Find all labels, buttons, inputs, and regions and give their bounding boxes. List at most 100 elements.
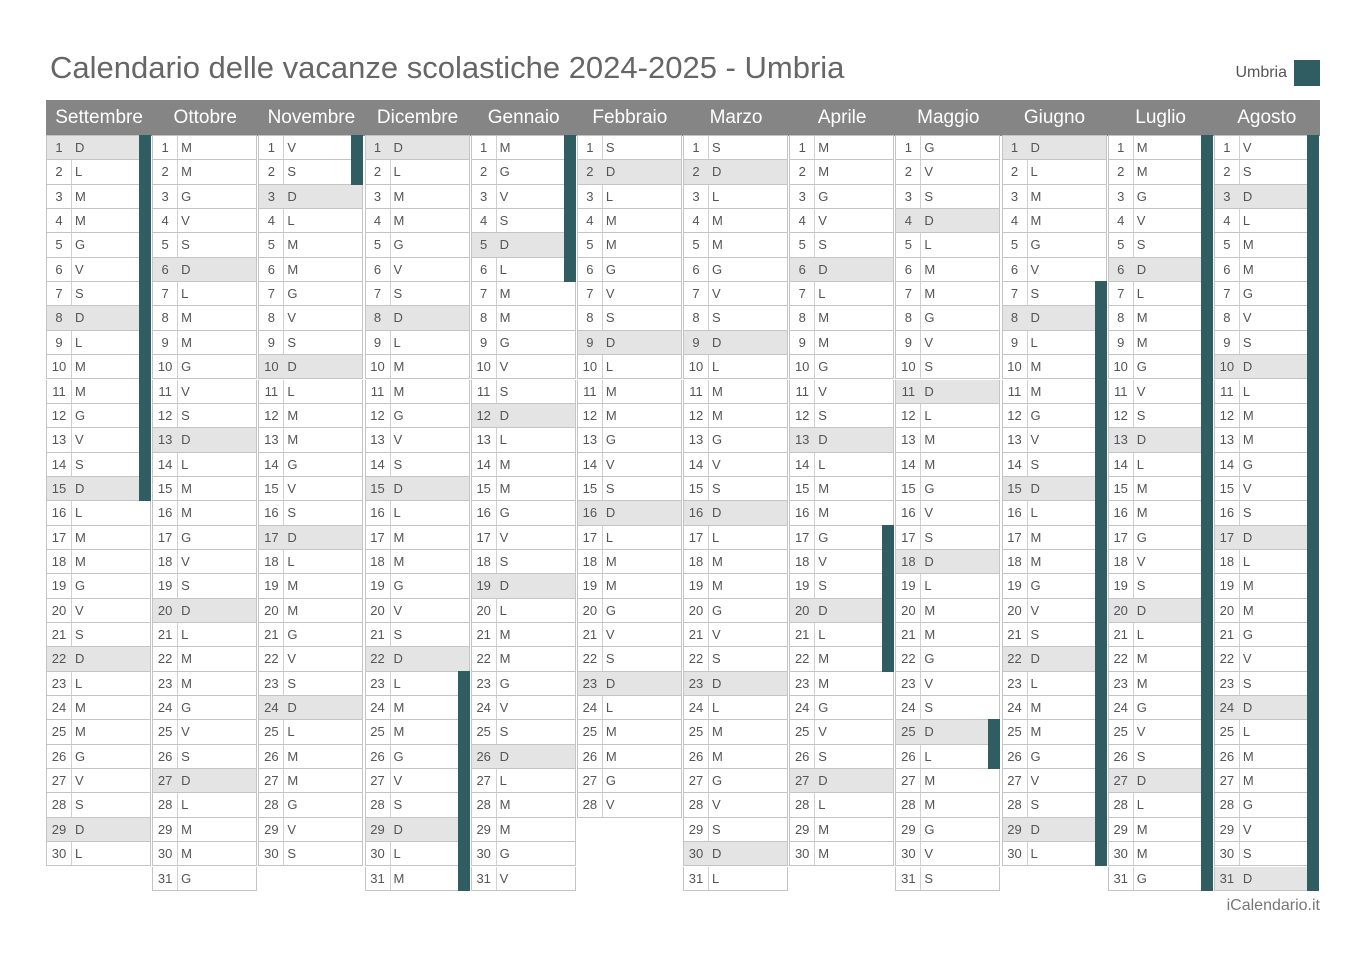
- holiday-marker: [1306, 378, 1319, 404]
- day-number: 27: [1108, 769, 1134, 793]
- day-number: 24: [790, 696, 816, 720]
- day-cell: 25 M: [364, 719, 470, 745]
- day-cell: 11 M: [576, 379, 682, 404]
- holiday-marker: [988, 719, 1001, 745]
- day-number: 25: [1109, 720, 1134, 744]
- weekday-letter: D: [601, 330, 626, 355]
- day-note: [520, 428, 575, 451]
- weekday-letter: M: [499, 821, 511, 837]
- weekday-letter: M: [393, 188, 405, 204]
- weekday-letter: M: [1136, 310, 1148, 326]
- day-note: [944, 647, 999, 670]
- day-note: [95, 672, 150, 695]
- day-number: 24: [153, 696, 179, 720]
- weekday-letter: M: [712, 578, 723, 594]
- weekday-letter: S: [181, 407, 190, 423]
- day-number: 26: [1109, 744, 1134, 769]
- weekday-letter: D: [177, 428, 202, 452]
- day-note: [732, 453, 787, 476]
- day-note: [520, 599, 575, 622]
- day-cell: 12 S: [152, 403, 258, 429]
- weekday-letter: G: [499, 505, 510, 521]
- holiday-marker: [139, 402, 151, 429]
- weekday-letter: S: [287, 505, 296, 521]
- day-cell: 26 S: [1107, 743, 1213, 770]
- weekday-letter: M: [393, 724, 405, 740]
- day-number: 30: [366, 842, 391, 866]
- day-note: [626, 209, 681, 232]
- site-credit[interactable]: iCalendario.it: [1226, 897, 1320, 914]
- weekday-letter: G: [1136, 188, 1147, 204]
- holiday-marker: [1306, 329, 1319, 356]
- weekday-letter: D: [814, 257, 839, 282]
- day-number: 24: [1109, 696, 1134, 720]
- day-number: 29: [153, 817, 179, 842]
- day-number: 27: [578, 769, 603, 793]
- day-note: [307, 525, 363, 549]
- day-cell: 16 D: [683, 501, 789, 526]
- day-number: 5: [684, 233, 710, 257]
- day-cell: 11 M: [683, 379, 789, 404]
- day-cell: 19 G: [46, 574, 151, 599]
- weekday-letter: M: [818, 505, 830, 521]
- day-number: 10: [684, 355, 710, 379]
- day-cell: 26 M: [576, 744, 682, 770]
- weekday-letter: M: [1242, 407, 1254, 423]
- weekday-letter: V: [605, 797, 615, 813]
- day-note: [95, 306, 150, 330]
- day-number: 14: [1109, 452, 1134, 476]
- day-note: [201, 136, 256, 159]
- day-note: [626, 453, 681, 476]
- day-number: 29: [47, 817, 72, 842]
- holiday-marker: [1200, 378, 1213, 404]
- day-cell: 17 V: [470, 525, 576, 550]
- day-note: [732, 574, 787, 597]
- weekday-letter: D: [814, 769, 839, 793]
- weekday-letter: D: [708, 160, 733, 184]
- day-cell: 16 M: [789, 501, 895, 526]
- day-number: 6: [896, 257, 922, 282]
- day-cell: 19 S: [789, 573, 895, 599]
- day-number: 5: [47, 233, 72, 257]
- day-cell: 13 V: [46, 427, 151, 453]
- day-note: [201, 160, 256, 183]
- weekday-letter: S: [75, 286, 84, 302]
- holiday-marker: [1306, 427, 1319, 453]
- day-number: 2: [577, 160, 603, 184]
- day-note: [307, 258, 362, 281]
- day-number: 4: [472, 209, 497, 233]
- weekday-letter: L: [712, 188, 720, 204]
- day-number: 19: [47, 574, 72, 598]
- day-number: 31: [472, 866, 497, 890]
- day-note: [1051, 185, 1106, 208]
- day-number: 22: [365, 647, 391, 671]
- day-number: 30: [790, 842, 816, 866]
- day-note: [732, 258, 787, 281]
- day-number: 21: [684, 623, 710, 647]
- day-cell: 16 S: [258, 501, 364, 526]
- day-note: [95, 817, 150, 842]
- weekday-letter: M: [1030, 724, 1042, 740]
- weekday-letter: M: [1242, 578, 1254, 594]
- weekday-letter: M: [1136, 140, 1148, 155]
- day-cell: 22 D: [364, 647, 470, 672]
- day-number: 3: [578, 184, 603, 209]
- day-note: [944, 526, 999, 549]
- day-note: [414, 331, 469, 354]
- holiday-marker: [139, 329, 151, 356]
- day-number: 8: [578, 306, 603, 330]
- weekday-letter: V: [605, 456, 615, 472]
- day-cell: 12 G: [1001, 402, 1107, 429]
- weekday-letter: S: [712, 140, 721, 155]
- day-note: [625, 671, 681, 696]
- weekday-letter: D: [71, 817, 95, 842]
- weekday-letter: S: [287, 164, 296, 180]
